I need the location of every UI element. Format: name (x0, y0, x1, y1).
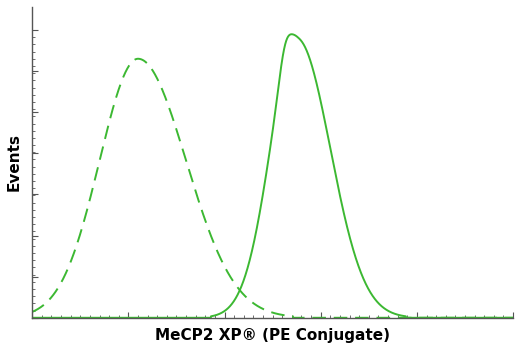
X-axis label: MeCP2 XP® (PE Conjugate): MeCP2 XP® (PE Conjugate) (155, 328, 390, 343)
Y-axis label: Events: Events (7, 133, 22, 191)
